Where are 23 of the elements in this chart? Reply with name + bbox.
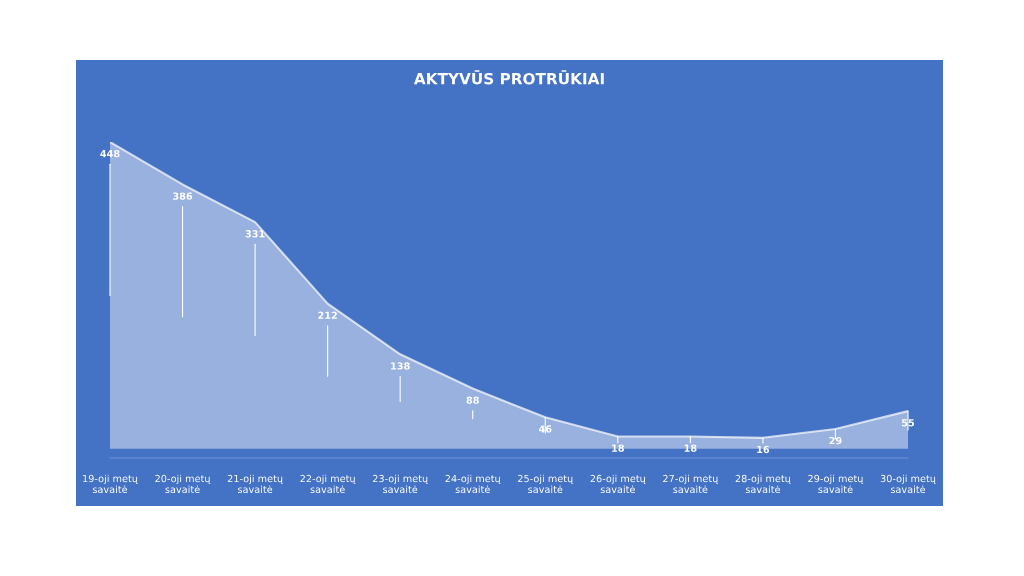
data-label: 18 xyxy=(612,444,624,452)
chart-title: AKTYVŪS PROTRŪKIAI xyxy=(413,70,604,85)
data-label: 16 xyxy=(757,445,770,454)
x-tick-label: 23-oji metų savaitė xyxy=(372,474,428,494)
data-label: 212 xyxy=(318,311,337,319)
x-tick-label: 26-oji metų savaitė xyxy=(590,474,646,494)
x-tick-label: 28-oji metų savaitė xyxy=(735,474,791,494)
x-tick-label: 24-oji metų savaitė xyxy=(445,474,501,494)
x-tick-label: 27-oji metų savaitė xyxy=(663,474,719,494)
x-tick-label: 20-oji metų savaitė xyxy=(155,474,211,494)
x-tick-label: 29-oji metų savaitė xyxy=(808,474,864,494)
x-tick-label: 21-oji metų savaitė xyxy=(227,474,283,494)
data-label: 448 xyxy=(100,149,120,158)
data-label: 18 xyxy=(684,444,697,452)
data-label: 386 xyxy=(173,192,193,200)
x-tick-label: 25-oji metų savaitė xyxy=(518,474,574,494)
data-label: 29 xyxy=(829,436,842,445)
x-tick-label: 19-oji metų savaitė xyxy=(83,474,138,494)
x-tick-label: 22-oji metų savaitė xyxy=(300,474,356,494)
x-tick-label: 30-oji metų savaitė xyxy=(880,474,936,494)
data-label: 138 xyxy=(391,362,410,370)
data-label: 88 xyxy=(466,396,479,404)
data-label: 331 xyxy=(245,230,265,238)
